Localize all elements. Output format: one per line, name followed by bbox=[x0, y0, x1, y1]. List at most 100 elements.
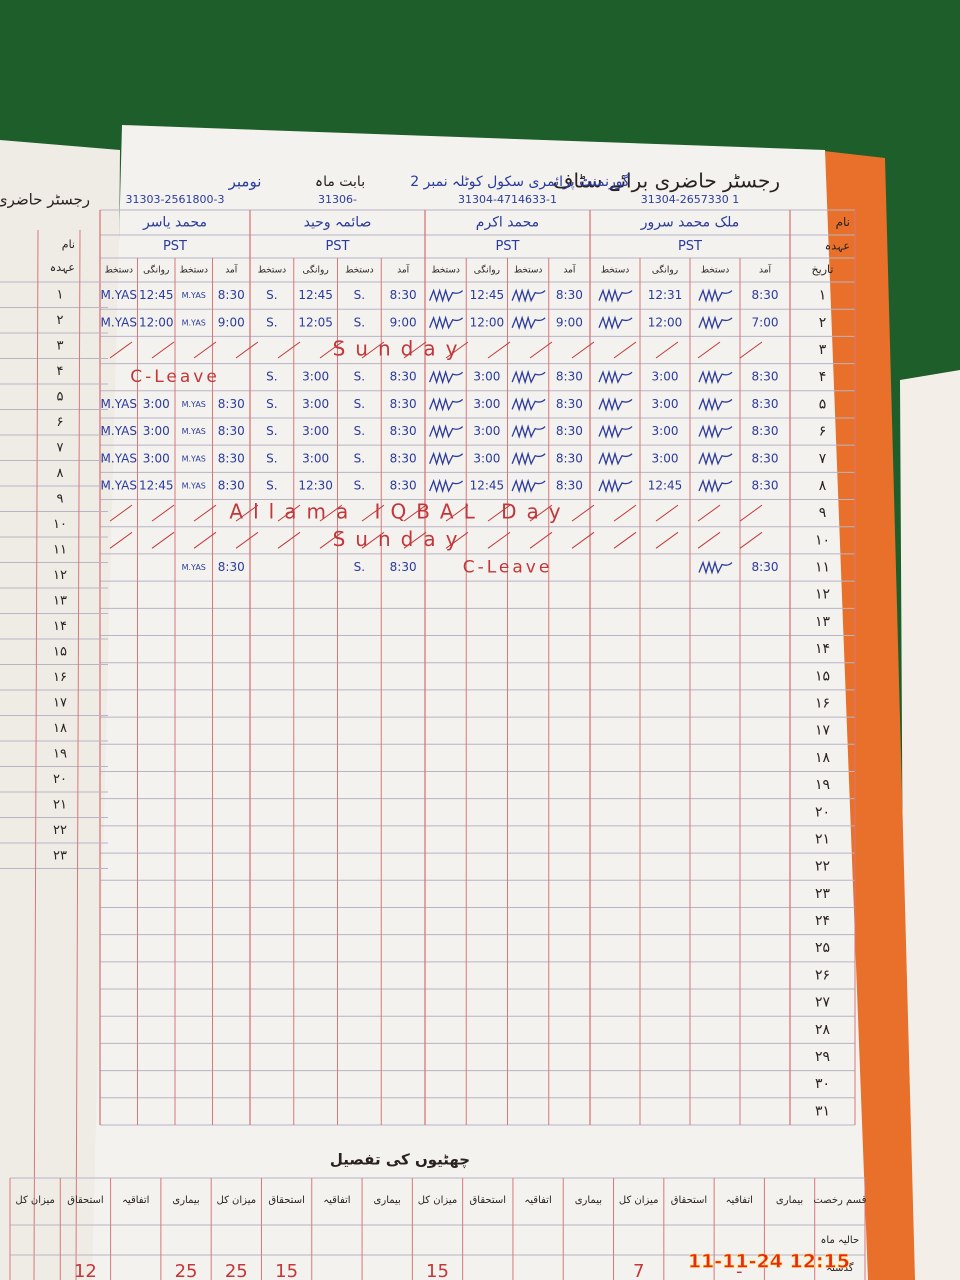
leave-row-label: گذشتہ bbox=[826, 1262, 854, 1274]
time-in: 8:30 bbox=[752, 370, 779, 384]
leave-value: 15 bbox=[426, 1261, 449, 1280]
time-out: 12:45 bbox=[470, 288, 505, 302]
subheader: دستخط bbox=[514, 266, 543, 276]
day-number: ۳۱ bbox=[815, 1103, 830, 1119]
timestamp: 11-11-24 12:15 bbox=[688, 1251, 850, 1273]
staff-cnic: 31304-2657330 1 bbox=[641, 193, 739, 206]
signature-text: S. bbox=[354, 560, 365, 574]
left-day-number: ۱ bbox=[57, 287, 64, 302]
subheader: روانگی bbox=[474, 264, 500, 276]
signature-text: M.YAS bbox=[182, 563, 206, 572]
signature-text: S. bbox=[354, 451, 365, 465]
leave-header: قسم رخصت bbox=[813, 1195, 866, 1206]
subheader: دستخط bbox=[258, 266, 287, 276]
day-number: ۳ bbox=[819, 342, 827, 358]
month-label: بابت ماہ bbox=[315, 174, 365, 190]
strike-slash bbox=[487, 531, 511, 549]
signature bbox=[429, 424, 464, 439]
strike-slash bbox=[697, 531, 721, 549]
time-out: 3:00 bbox=[652, 397, 679, 411]
strike-slash bbox=[277, 531, 301, 549]
left-day-number: ۲۲ bbox=[53, 823, 67, 838]
leave-header: میزان کل bbox=[15, 1195, 55, 1206]
signature bbox=[598, 451, 633, 467]
left-day-number: ۹ bbox=[57, 491, 64, 506]
day-number: ۱ bbox=[819, 288, 827, 304]
day-number: ۲۶ bbox=[815, 967, 830, 983]
staff-cnic: 31306- bbox=[318, 193, 357, 206]
strike-slash bbox=[655, 531, 679, 549]
time-in: 8:30 bbox=[556, 451, 583, 465]
subheader: آمد bbox=[759, 264, 772, 276]
strike-slash bbox=[655, 341, 679, 359]
strike-slash bbox=[487, 341, 511, 359]
time-in: 8:30 bbox=[218, 478, 245, 492]
strike-slash bbox=[319, 341, 343, 359]
time-in: 8:30 bbox=[218, 424, 245, 438]
day-number: ۱۲ bbox=[815, 587, 830, 603]
time-out: 3:00 bbox=[473, 370, 500, 384]
left-day-number: ۱۳ bbox=[53, 593, 67, 608]
time-out: 3:00 bbox=[143, 397, 170, 411]
staff-designation: PST bbox=[163, 239, 187, 254]
left-day-number: ۸ bbox=[57, 466, 64, 481]
day-note: Sunday bbox=[333, 336, 468, 360]
left-title: رجسٹر حاضری bbox=[0, 191, 90, 209]
strike-slash bbox=[529, 504, 553, 522]
signature-text: M.YAS bbox=[101, 288, 137, 302]
signature-text: S. bbox=[266, 315, 277, 329]
left-day-number: ۲۱ bbox=[53, 797, 67, 812]
time-out: 12:45 bbox=[648, 478, 683, 492]
leave-header: استحقاق bbox=[470, 1195, 507, 1206]
entry-note: C-Leave bbox=[463, 558, 553, 578]
staff-name: محمد اکرم bbox=[476, 215, 539, 231]
day-number: ۱۳ bbox=[815, 614, 831, 630]
signature bbox=[511, 369, 546, 385]
strike-slash bbox=[571, 531, 595, 549]
day-note: Allama IQBAL Day bbox=[229, 500, 570, 524]
left-day-number: ۱۵ bbox=[53, 644, 67, 659]
time-out: 3:00 bbox=[143, 451, 170, 465]
time-out: 3:00 bbox=[302, 451, 329, 465]
signature-text: S. bbox=[266, 424, 277, 438]
time-in: 8:30 bbox=[752, 560, 779, 574]
day-number: ۲۹ bbox=[815, 1049, 830, 1065]
strike-slash bbox=[361, 504, 385, 522]
signature-text: S. bbox=[266, 397, 277, 411]
row-label: نام bbox=[836, 215, 850, 229]
leave-value: 25 bbox=[175, 1261, 198, 1280]
staff-name: ملک محمد سرور bbox=[640, 215, 740, 231]
strike-slash bbox=[571, 341, 595, 359]
strike-slash bbox=[613, 504, 637, 522]
strike-slash bbox=[403, 504, 427, 522]
signature bbox=[698, 424, 733, 439]
signature bbox=[511, 397, 546, 412]
signature bbox=[698, 315, 733, 331]
signature bbox=[598, 478, 633, 494]
day-number: ۱۶ bbox=[815, 696, 830, 712]
time-in: 9:00 bbox=[218, 315, 245, 329]
time-in: 8:30 bbox=[556, 424, 583, 438]
strike-slash bbox=[361, 341, 385, 359]
time-in: 8:30 bbox=[390, 451, 417, 465]
left-day-number: ۱۷ bbox=[53, 695, 67, 710]
signature bbox=[598, 424, 633, 439]
subheader: آمد bbox=[397, 264, 410, 276]
signature-text: M.YAS bbox=[182, 400, 206, 409]
strike-slash bbox=[151, 531, 175, 549]
strike-slash bbox=[193, 504, 217, 522]
time-in: 8:30 bbox=[218, 560, 245, 574]
time-in: 8:30 bbox=[390, 288, 417, 302]
subheader: روانگی bbox=[303, 264, 329, 276]
time-out: 12:30 bbox=[298, 478, 333, 492]
time-in: 8:30 bbox=[390, 397, 417, 411]
day-number: ۳۰ bbox=[815, 1076, 830, 1092]
time-out: 3:00 bbox=[473, 397, 500, 411]
leave-header: اتفاقیہ bbox=[524, 1195, 551, 1206]
signature-text: M.YAS bbox=[101, 478, 137, 492]
register-title: رجسٹر حاضری برائے سٹاف bbox=[553, 169, 780, 193]
time-in: 8:30 bbox=[752, 397, 779, 411]
signature bbox=[511, 478, 546, 494]
signature bbox=[511, 315, 546, 331]
